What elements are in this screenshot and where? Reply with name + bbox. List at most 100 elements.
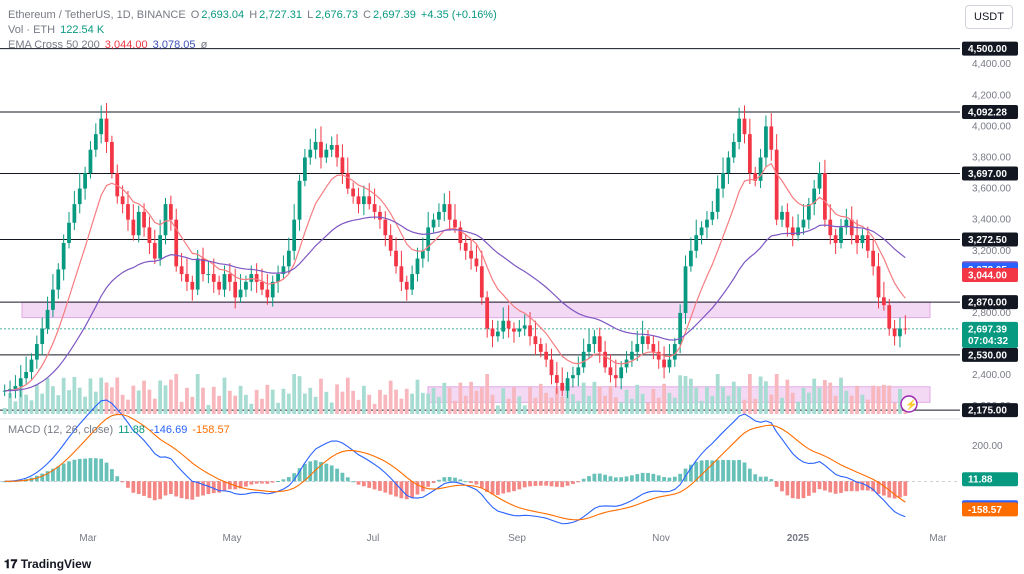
price-tick-4: 3,600.00 — [972, 184, 1011, 195]
macd-hist-bar — [533, 481, 538, 486]
volume-bar — [662, 383, 666, 414]
macd-hist-bar — [635, 474, 640, 482]
macd-hist-bar — [528, 481, 532, 487]
volume-bar — [227, 390, 232, 414]
candle-body — [694, 235, 699, 251]
level-tag-bg-4 — [962, 295, 1018, 310]
macd-hist-bar — [249, 481, 254, 485]
volume-bar — [51, 386, 55, 414]
price-tag-bg-3 — [962, 321, 1018, 348]
candle-body — [356, 196, 361, 205]
level-tag-6: 2,175.00 — [968, 406, 1007, 417]
macd-hist-bar — [115, 476, 120, 482]
macd-hist-bar — [99, 458, 104, 482]
volume-bar — [131, 385, 136, 414]
volume-bar — [77, 387, 82, 414]
macd-hist-bar — [260, 481, 264, 484]
macd-hist-bar — [849, 481, 854, 492]
volume-bar — [174, 374, 179, 414]
volume-bar — [442, 382, 447, 414]
candle-body — [174, 219, 179, 267]
level-tag-bg-3 — [962, 232, 1018, 247]
candle-body — [115, 173, 120, 197]
volume-bar — [426, 393, 431, 414]
price-tick-6: 3,200.00 — [972, 246, 1011, 257]
volume-bar — [206, 405, 211, 414]
macd-hist-bar — [394, 481, 398, 497]
volume-bar — [560, 396, 565, 414]
candle-body — [662, 359, 666, 368]
volume-bar — [152, 398, 157, 414]
candle-body — [587, 344, 591, 352]
candle-body — [56, 269, 61, 290]
currency-selector[interactable]: USDT — [965, 5, 1013, 29]
volume-bar — [581, 382, 586, 414]
macd-signal-value: -158.57 — [192, 424, 230, 436]
volume-bar — [34, 384, 39, 414]
candle-body — [45, 309, 50, 329]
macd-hist-bar — [77, 458, 82, 482]
time-axis: Mar May Jul Sep Nov 2025 Mar — [79, 533, 947, 544]
macd-hist-bar — [431, 481, 436, 483]
level-tag-2: 3,697.00 — [968, 169, 1007, 180]
macd-hist-bar — [281, 479, 286, 482]
volume-bar — [458, 382, 463, 414]
volume-bar — [324, 391, 329, 414]
price-chart[interactable]: 4,400.00 4,200.00 4,000.00 3,800.00 3,600.00… — [0, 0, 1024, 553]
candle-body — [790, 227, 795, 236]
volume-bar — [892, 402, 897, 414]
macd-hist-bar — [158, 481, 163, 500]
macd-hist-bar — [565, 481, 570, 486]
candle-body — [131, 219, 136, 236]
candle-body — [142, 211, 146, 228]
macd-hist-bar — [560, 481, 565, 488]
candle-body — [726, 157, 731, 174]
macd-hist-bar — [812, 481, 817, 493]
price-tick-9: 2,400.00 — [972, 370, 1011, 381]
price-tick-2: 4,000.00 — [972, 121, 1011, 132]
macd-label[interactable]: MACD (12, 26, close) — [8, 424, 114, 436]
macd-hist-bar — [227, 481, 232, 490]
volume-bar — [361, 385, 366, 414]
macd-hist-bar — [790, 481, 795, 499]
volume-bar — [881, 384, 886, 414]
price-tick-7: 2,800.00 — [972, 308, 1011, 319]
volume-bar — [394, 389, 398, 414]
ema-slow-line — [4, 216, 906, 392]
candle-body — [233, 281, 238, 298]
candle-body — [104, 118, 109, 142]
macd-hist-bar — [361, 481, 366, 487]
support-resistance-zones — [21, 301, 931, 403]
macd-hist-bar — [710, 460, 715, 482]
volume-bar — [383, 394, 388, 414]
volume-bar — [308, 387, 313, 414]
volume-bar — [646, 402, 650, 414]
volume-bar — [576, 400, 581, 414]
candle-body — [324, 149, 329, 158]
candle-body — [367, 196, 372, 205]
candle-body — [817, 173, 822, 189]
volume-bar — [469, 381, 473, 414]
candle-body — [522, 325, 527, 329]
volume-bar — [544, 392, 549, 414]
macd-hist-bar — [731, 460, 736, 482]
macd-hist-bar — [640, 472, 645, 482]
lightning-icon[interactable] — [900, 395, 918, 413]
volume-bar — [876, 386, 881, 414]
candle-body — [892, 328, 897, 337]
symbol-label[interactable]: Ethereum / TetherUS, 1D, BINANCE — [8, 9, 186, 21]
candle-body — [597, 336, 602, 352]
candle-body — [860, 235, 865, 243]
macd-hist-bar — [222, 481, 227, 491]
ema-label[interactable]: EMA Cross 50 200 — [8, 39, 100, 51]
volume-label[interactable]: Vol · ETH — [8, 24, 56, 36]
volume-bar — [587, 395, 591, 414]
macd-hist-bar — [672, 476, 677, 482]
macd-hist-bar — [72, 459, 77, 482]
tradingview-logo[interactable]: 𝟏𝟕 TradingView — [4, 557, 91, 572]
macd-hist-bar — [238, 481, 243, 489]
candle-body — [619, 367, 624, 379]
macd-hist-bar — [538, 481, 543, 486]
macd-hist-bar — [823, 481, 827, 491]
candle-body — [479, 266, 484, 298]
